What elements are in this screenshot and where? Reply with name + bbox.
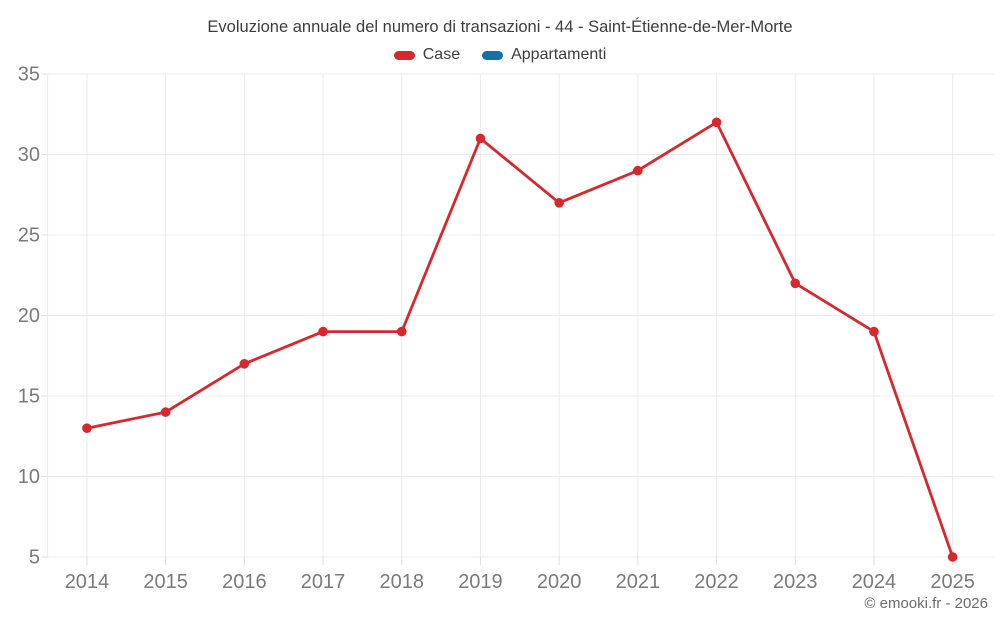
case-data-point-2025[interactable] [947,552,958,562]
case-series-swatch-icon [393,50,415,60]
y-axis-tick-label: 20 [18,305,40,327]
case-data-point-2021[interactable] [633,165,643,176]
x-axis-tick-label: 2015 [143,571,188,593]
x-axis-tick-label: 2022 [694,571,739,593]
y-axis-tick-label: 10 [18,466,40,488]
case-data-point-2014[interactable] [82,423,92,434]
x-axis-tick-label: 2021 [616,571,661,593]
y-axis-tick-label: 25 [18,225,40,247]
x-axis-tick-label: 2024 [852,571,897,593]
x-axis-tick-label: 2017 [301,571,346,593]
appartamenti-series-swatch-icon [482,50,504,60]
chart-title: Evoluzione annuale del numero di transaz… [207,18,793,36]
legend-label-appartamenti: Appartamenti [511,46,607,63]
x-axis-tick-label: 2023 [773,571,818,593]
case-data-point-2016[interactable] [239,359,250,369]
legend-item-appartamenti[interactable]: Appartamenti [482,46,606,64]
case-data-point-2019[interactable] [475,133,486,144]
chart-legend: Case Appartamenti [0,46,1000,64]
case-data-point-2018[interactable] [396,326,407,337]
case-data-point-2024[interactable] [869,326,879,337]
copyright-credit: © emooki.fr - 2026 [864,595,988,612]
case-series-line [86,120,954,558]
x-axis-tick-label: 2014 [65,571,110,593]
x-axis-tick-label: 2025 [930,571,975,593]
y-axis-tick-label: 35 [18,64,40,86]
case-data-point-2015[interactable] [160,407,171,417]
case-data-point-2017[interactable] [318,326,328,337]
case-data-point-2020[interactable] [554,198,564,208]
y-axis-tick-label: 5 [29,547,40,569]
x-axis-tick-label: 2020 [537,571,582,593]
case-data-point-2023[interactable] [790,278,801,289]
legend-label-case: Case [422,46,461,63]
case-data-point-2022[interactable] [711,117,722,128]
x-axis-tick-label: 2016 [222,571,267,593]
y-axis-tick-label: 30 [18,144,40,166]
x-axis-tick-label: 2019 [458,571,503,593]
y-axis-tick-label: 15 [18,386,40,408]
legend-item-case[interactable]: Case [393,46,461,64]
x-axis-tick-label: 2018 [380,571,425,593]
